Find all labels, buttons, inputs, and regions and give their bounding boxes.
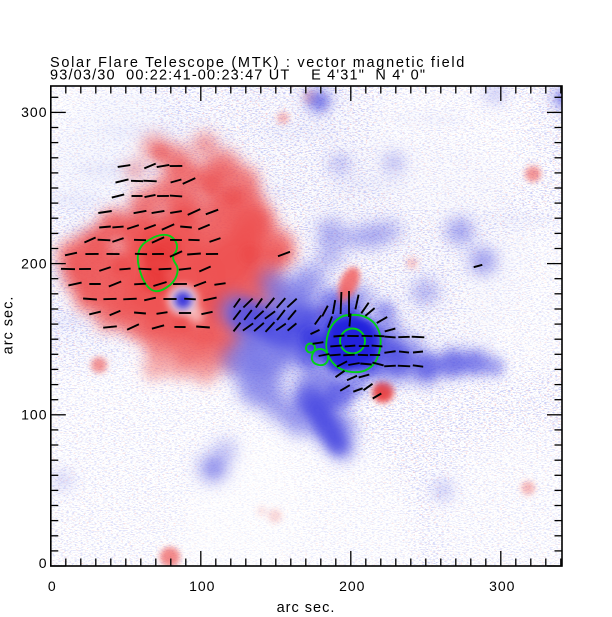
svg-text:0: 0: [48, 578, 57, 594]
svg-text:100: 100: [189, 578, 215, 594]
svg-text:arc sec.: arc sec.: [277, 600, 336, 616]
svg-text:93/03/30 00:22:41-00:23:47 UT: 93/03/30 00:22:41-00:23:47 UT E 4'31" N …: [50, 68, 426, 84]
svg-text:300: 300: [21, 104, 47, 120]
svg-text:100: 100: [21, 407, 47, 423]
svg-text:200: 200: [21, 255, 47, 271]
svg-text:300: 300: [489, 578, 515, 594]
svg-text:Solar Flare Telescope (MTK) :: Solar Flare Telescope (MTK) : vector mag…: [50, 55, 466, 71]
svg-text:200: 200: [339, 578, 365, 594]
svg-text:arc sec.: arc sec.: [1, 296, 17, 355]
svg-text:0: 0: [39, 555, 48, 571]
